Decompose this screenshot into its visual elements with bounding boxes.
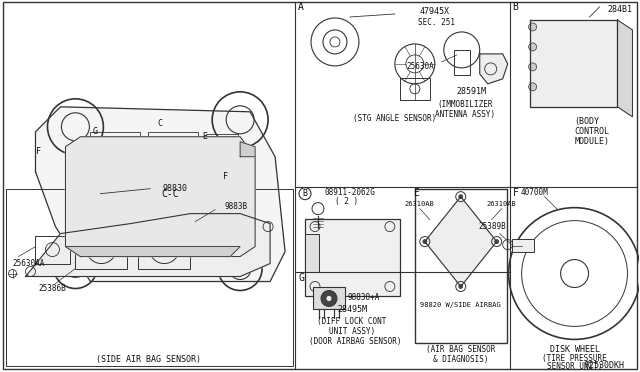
Polygon shape — [480, 54, 508, 84]
Text: 08911-2062G: 08911-2062G — [325, 188, 376, 197]
Polygon shape — [618, 20, 632, 117]
Bar — [305, 234, 319, 272]
Circle shape — [529, 83, 536, 91]
Bar — [206, 134, 238, 162]
Polygon shape — [35, 107, 285, 282]
Text: (SIDE AIR BAG SENSOR): (SIDE AIR BAG SENSOR) — [96, 355, 201, 364]
Text: G: G — [298, 273, 304, 282]
Text: F: F — [513, 187, 518, 198]
Bar — [76, 229, 127, 269]
Bar — [90, 132, 140, 167]
Text: 25630AA: 25630AA — [13, 259, 45, 268]
Bar — [511, 238, 534, 251]
Polygon shape — [530, 20, 618, 107]
Text: 98830+A: 98830+A — [348, 293, 380, 302]
Text: & DIAGNOSIS): & DIAGNOSIS) — [433, 355, 488, 364]
Text: E: E — [203, 132, 208, 141]
Bar — [415, 189, 507, 343]
Bar — [400, 78, 430, 100]
Polygon shape — [425, 197, 497, 286]
Text: 26310AB: 26310AB — [487, 201, 516, 206]
Bar — [313, 288, 345, 310]
Circle shape — [495, 240, 499, 244]
Text: 26310AB: 26310AB — [405, 201, 435, 206]
Text: 25389B: 25389B — [479, 222, 507, 231]
Bar — [305, 219, 400, 296]
Text: 98830: 98830 — [163, 184, 188, 193]
Circle shape — [459, 195, 463, 199]
Bar — [165, 143, 177, 147]
Text: 98820 W/SIDE AIRBAG: 98820 W/SIDE AIRBAG — [420, 302, 501, 308]
Polygon shape — [26, 214, 270, 276]
Text: ANTENNA ASSY): ANTENNA ASSY) — [435, 110, 495, 119]
Text: (STG ANGLE SENSOR): (STG ANGLE SENSOR) — [353, 114, 436, 123]
Text: R2530DKH: R2530DKH — [584, 361, 625, 370]
Text: DISK WHEEL: DISK WHEEL — [550, 345, 600, 354]
Text: UNIT ASSY): UNIT ASSY) — [329, 327, 375, 336]
Bar — [118, 143, 131, 147]
Circle shape — [529, 63, 536, 71]
Polygon shape — [240, 142, 255, 157]
Text: CONTROL: CONTROL — [575, 127, 609, 136]
Circle shape — [529, 43, 536, 51]
Circle shape — [423, 240, 427, 244]
Text: (AIR BAG SENSOR: (AIR BAG SENSOR — [426, 345, 495, 354]
Text: C-C: C-C — [161, 189, 179, 199]
Circle shape — [326, 295, 332, 301]
Text: 40700M: 40700M — [521, 188, 548, 197]
Text: 25386B: 25386B — [38, 284, 67, 293]
Polygon shape — [65, 247, 240, 257]
Text: E: E — [413, 187, 419, 198]
Bar — [6, 189, 293, 366]
Text: 28591M: 28591M — [457, 87, 487, 96]
Text: (IMMOBILIZER: (IMMOBILIZER — [437, 100, 493, 109]
Bar — [454, 50, 470, 75]
Text: 25630A: 25630A — [406, 62, 434, 71]
Text: B: B — [303, 189, 308, 198]
Bar — [35, 235, 70, 263]
Circle shape — [321, 291, 337, 307]
Text: (DIFF LOCK CONT: (DIFF LOCK CONT — [317, 317, 387, 326]
Polygon shape — [65, 137, 255, 257]
Circle shape — [529, 23, 536, 31]
Text: B: B — [513, 2, 518, 12]
Text: 9883B: 9883B — [224, 202, 247, 211]
Text: (DOOR AIRBAG SENSOR): (DOOR AIRBAG SENSOR) — [308, 337, 401, 346]
Circle shape — [459, 285, 463, 289]
Text: A: A — [298, 2, 304, 12]
Text: G: G — [93, 127, 98, 136]
Text: 28495M: 28495M — [337, 305, 367, 314]
Text: MODULE): MODULE) — [575, 137, 609, 146]
Text: SEC. 251: SEC. 251 — [418, 19, 455, 28]
Text: F: F — [36, 147, 41, 156]
Text: 47945X: 47945X — [420, 7, 450, 16]
Text: F: F — [223, 172, 228, 181]
Text: (BODY: (BODY — [575, 117, 600, 126]
Bar — [138, 229, 190, 269]
Text: (TIRE PRESSURE: (TIRE PRESSURE — [542, 354, 607, 363]
Bar — [148, 132, 198, 167]
Text: 284B1: 284B1 — [607, 6, 632, 15]
Text: ( 2 ): ( 2 ) — [335, 197, 358, 206]
Text: SENSOR UNIT): SENSOR UNIT) — [547, 362, 602, 371]
Text: C: C — [158, 119, 163, 128]
